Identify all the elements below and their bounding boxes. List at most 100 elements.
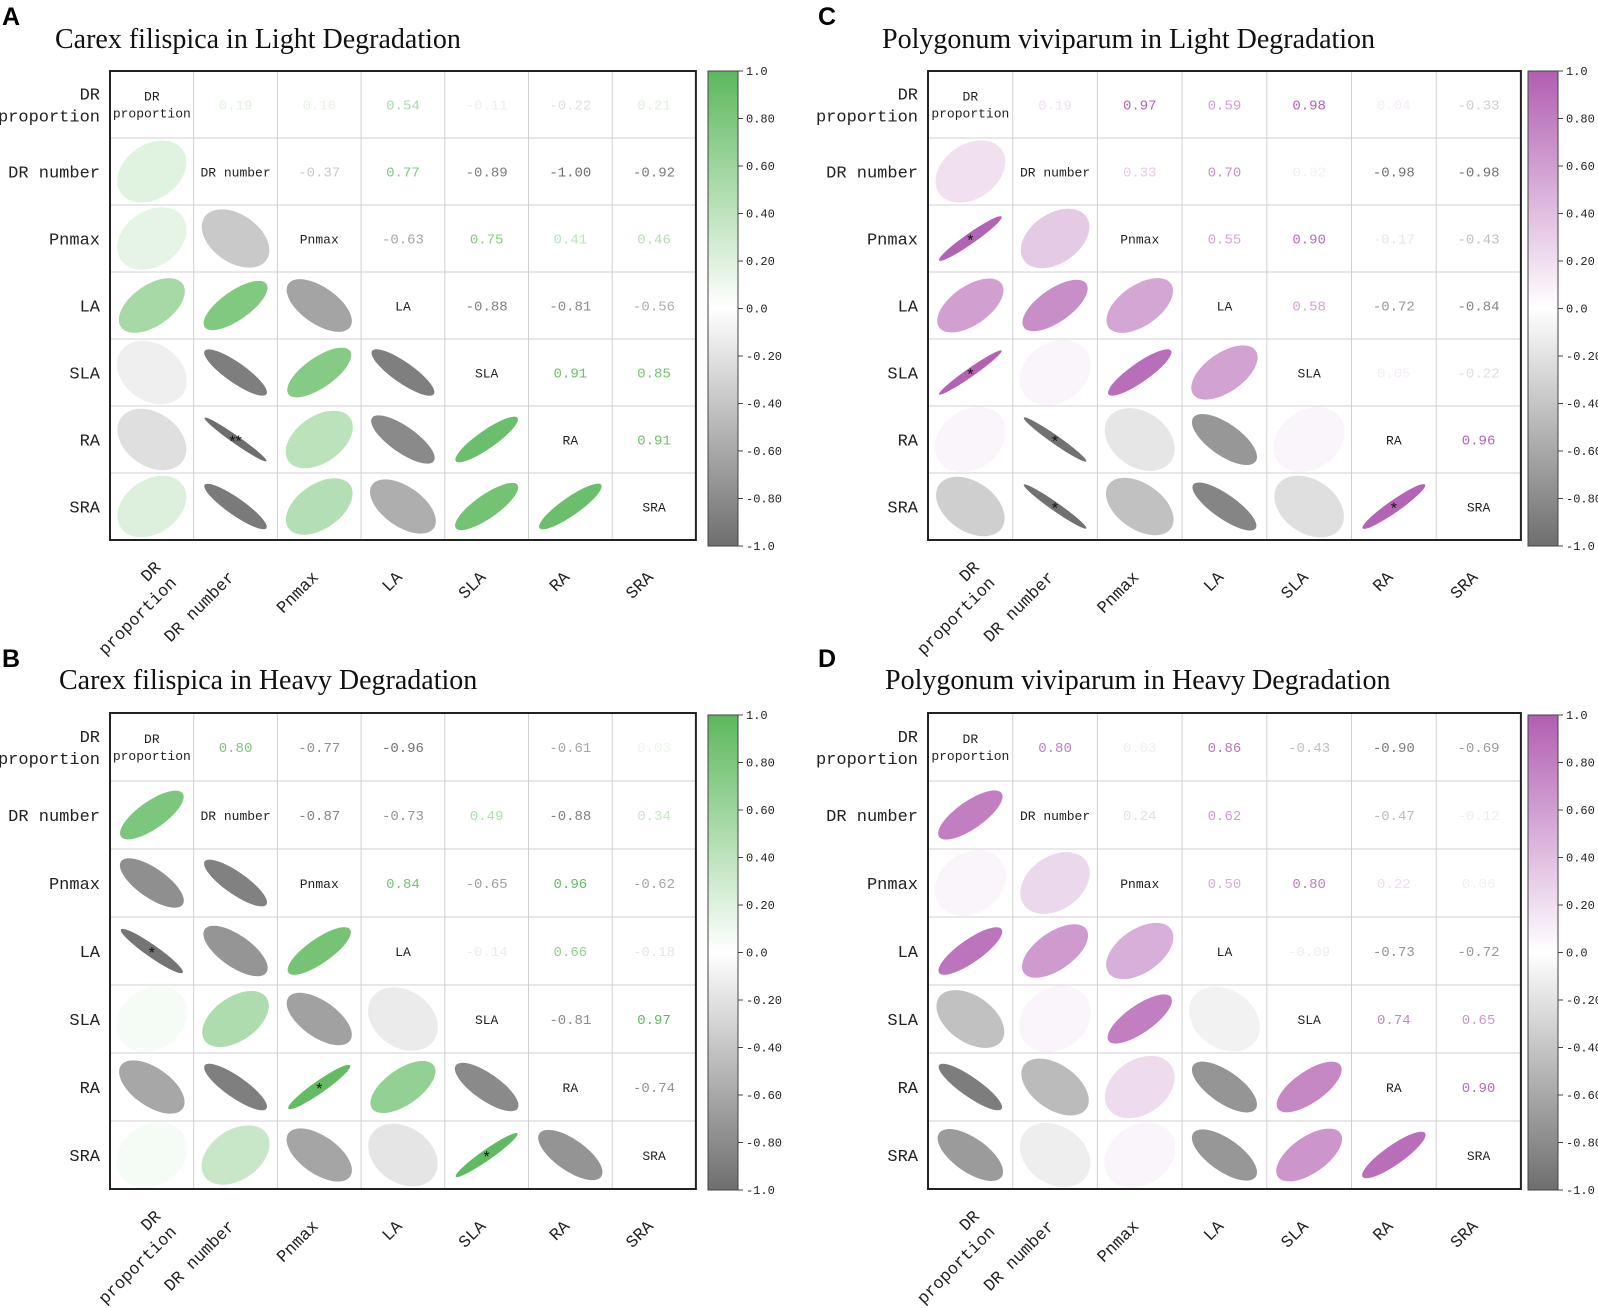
row-label-line: DR [80,729,100,748]
correlation-value: -0.73 [1373,945,1415,961]
correlation-ellipse [1104,1055,1175,1119]
correlation-value: 0.41 [554,233,588,249]
correlation-value: 0.24 [1123,809,1157,825]
correlation-value: 0.34 [637,809,671,825]
colorbar-tick-label: -0.60 [1566,445,1598,459]
colorbar-tick-label: 0.60 [1566,160,1595,174]
row-label: SRA [69,500,100,519]
diagonal-label: SLA [475,367,499,382]
correlation-value: -0.12 [1458,809,1500,825]
colorbar-tick-label: 1.0 [1566,65,1588,79]
matrix-frame [927,712,1522,1190]
diagonal-label-line: proportion [113,107,191,122]
correlation-ellipse [201,209,270,268]
correlation-value: -0.22 [549,99,591,115]
colorbar-tick-label: 0.60 [746,160,775,174]
correlation-ellipse [1191,345,1258,400]
col-label-line: proportion [914,574,1000,660]
significance-mark: * [1052,501,1058,518]
correlation-ellipse [116,1122,188,1188]
correlation-value: -0.69 [1458,741,1500,757]
correlation-value: -0.84 [1458,300,1500,316]
colorbar-tick-label: -1.0 [1566,540,1595,554]
colorbar-tick-label: -0.80 [1566,1137,1598,1151]
diagonal-label: Pnmax [300,233,339,248]
colorbar-tick-label: 0.40 [1566,852,1595,866]
diagonal-label: DR number [1020,809,1090,824]
correlation-ellipse [1191,1129,1258,1181]
diagonal-label: DR number [1020,166,1090,181]
colorbar-tick-label: 0.0 [746,947,768,961]
correlation-value: 0.03 [637,741,671,757]
panel-c: C Polygonum viviparum in Light Degradatio… [816,3,1598,660]
correlation-value: 0.62 [1208,809,1242,825]
colorbar-tick-label: -0.60 [746,1089,782,1103]
matrix-frame [109,712,697,1190]
panel-title: Polygonum viviparum in Heavy Degradation [885,665,1390,696]
correlation-value: -0.09 [1288,945,1330,961]
correlation-ellipse [938,216,1002,261]
col-label: DRproportion [899,559,1000,660]
row-label: DR number [826,808,918,827]
correlation-ellipse [1020,208,1090,269]
colorbar-tick-label: 0.20 [1566,255,1595,269]
correlation-value: -0.88 [549,809,591,825]
correlation-ellipse [938,790,1003,840]
correlation-ellipse [1189,986,1260,1052]
colorbar-tick-label: 0.20 [746,899,775,913]
row-label: DR number [8,165,100,184]
row-label: Pnmax [49,876,100,895]
correlation-ellipse [368,987,438,1051]
col-label: LA [1201,568,1229,596]
diagonal-label: RA [1386,434,1402,449]
row-label-line: proportion [0,751,100,770]
correlation-ellipse [1022,924,1089,978]
panel-letter: A [2,3,20,31]
diagonal-label: DR number [200,809,270,824]
row-label-line: DR [898,87,918,106]
correlation-value: 0.77 [386,166,420,182]
correlation-ellipse [204,483,267,530]
row-label: RA [898,433,919,452]
colorbar-tick-label: -0.20 [746,994,782,1008]
row-label: RA [80,433,101,452]
colorbar-tick-label: 0.0 [1566,303,1588,317]
correlation-value: 0.22 [1377,877,1411,893]
colorbar-tick-label: -1.0 [746,540,775,554]
panel-b: B Carex filispica in Heavy Degradation DR p… [0,645,782,1308]
correlation-ellipse [1106,922,1174,980]
row-label: DR number [8,808,100,827]
significance-mark: * [149,945,155,962]
correlation-value: 0.74 [1377,1013,1411,1029]
correlation-value: 0.90 [1292,233,1326,249]
colorbar-tick-label: -0.20 [1566,994,1598,1008]
correlation-value: 0.50 [1208,877,1242,893]
diagonal-label: DR proportion [113,90,191,122]
diagonal-label-line: proportion [931,107,1009,122]
colorbar [1527,714,1559,1191]
correlation-value: -0.61 [549,741,591,757]
colorbar-tick-label: -1.0 [1566,1184,1595,1198]
significance-mark: * [1052,434,1058,451]
row-label: SLA [887,366,918,385]
panel-title: Carex filispica in Light Degradation [55,24,461,55]
diagonal-label: DR proportion [931,732,1009,764]
correlation-ellipse [455,416,518,463]
correlation-ellipse [286,992,352,1046]
correlation-value: -0.77 [298,741,340,757]
panel-letter: B [2,645,20,673]
correlation-value: 0.66 [554,945,588,961]
correlation-ellipse [120,790,184,840]
correlation-value: -0.43 [1458,233,1500,249]
colorbar-tick-label: -0.60 [1566,1089,1598,1103]
correlation-value: -0.72 [1373,300,1415,316]
correlation-value: 0.19 [219,99,253,115]
diagonal-label: SRA [642,501,666,516]
colorbar-tick-label: 0.40 [746,852,775,866]
diagonal-label: SLA [1297,1013,1321,1028]
col-label: LA [379,568,407,596]
colorbar-tick-label: 1.0 [1566,709,1588,723]
correlation-ellipse [939,350,1002,395]
row-label: SLA [887,1012,918,1031]
colorbar [707,714,739,1191]
